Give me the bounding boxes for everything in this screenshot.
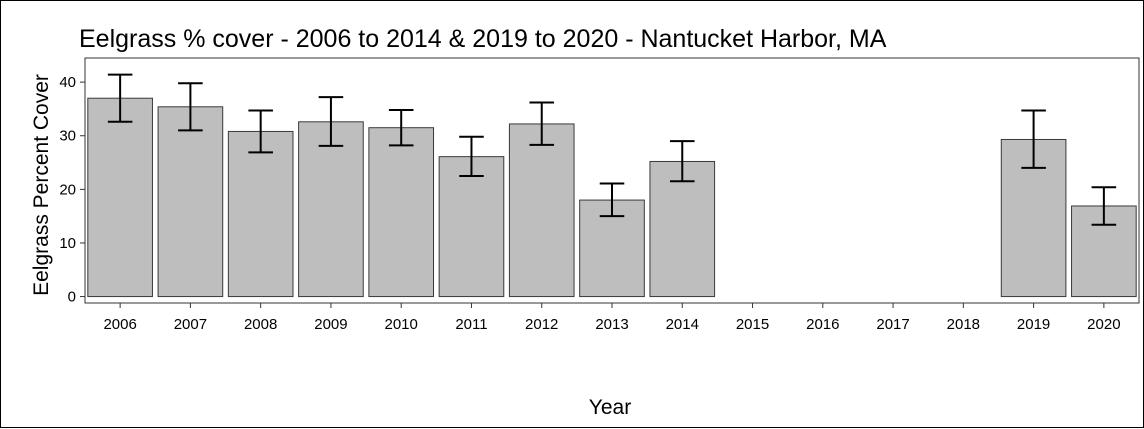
x-axis-label: Year <box>589 396 631 419</box>
plot-panel-border <box>84 57 1140 304</box>
x-tick-label-2016: 2016 <box>806 316 839 333</box>
x-tick-label-2018: 2018 <box>947 316 980 333</box>
bar-2010 <box>368 127 435 298</box>
y-tick-label-40: 40 <box>59 74 76 91</box>
x-tick-label-2011: 2011 <box>455 316 487 333</box>
y-tick-label-20: 20 <box>59 181 76 198</box>
bar-2006 <box>87 97 153 298</box>
bar-2009 <box>298 121 364 298</box>
bar-2007 <box>157 106 224 298</box>
x-tick-label-2006: 2006 <box>103 316 136 333</box>
x-tick-label-2013: 2013 <box>595 316 628 333</box>
chart-title: Eelgrass % cover - 2006 to 2014 & 2019 t… <box>79 25 887 53</box>
y-tick-label-30: 30 <box>59 128 76 145</box>
x-tick-label-2020: 2020 <box>1087 316 1120 333</box>
bar-2008 <box>227 130 294 298</box>
x-tick-label-2012: 2012 <box>525 316 558 333</box>
x-tick-label-2019: 2019 <box>1017 316 1050 333</box>
x-tick-label-2008: 2008 <box>244 316 277 333</box>
x-tick-label-2007: 2007 <box>174 316 207 333</box>
y-axis-label: Eelgrass Percent Cover <box>30 74 53 296</box>
x-tick-label-2010: 2010 <box>385 316 418 333</box>
x-tick-label-2014: 2014 <box>666 316 699 333</box>
x-tick-label-2009: 2009 <box>314 316 347 333</box>
y-tick-label-0: 0 <box>68 289 76 306</box>
x-tick-label-2015: 2015 <box>736 316 769 333</box>
plot-area: 2006 2007 2008 2009 2010 2011 2012 2013 2014 2015… <box>59 57 1140 333</box>
bar-2014 <box>649 160 716 298</box>
bar-2011 <box>438 156 505 298</box>
x-tick-label-2017: 2017 <box>876 316 909 333</box>
y-tick-label-10: 10 <box>59 235 76 252</box>
bar-2012 <box>508 123 575 298</box>
